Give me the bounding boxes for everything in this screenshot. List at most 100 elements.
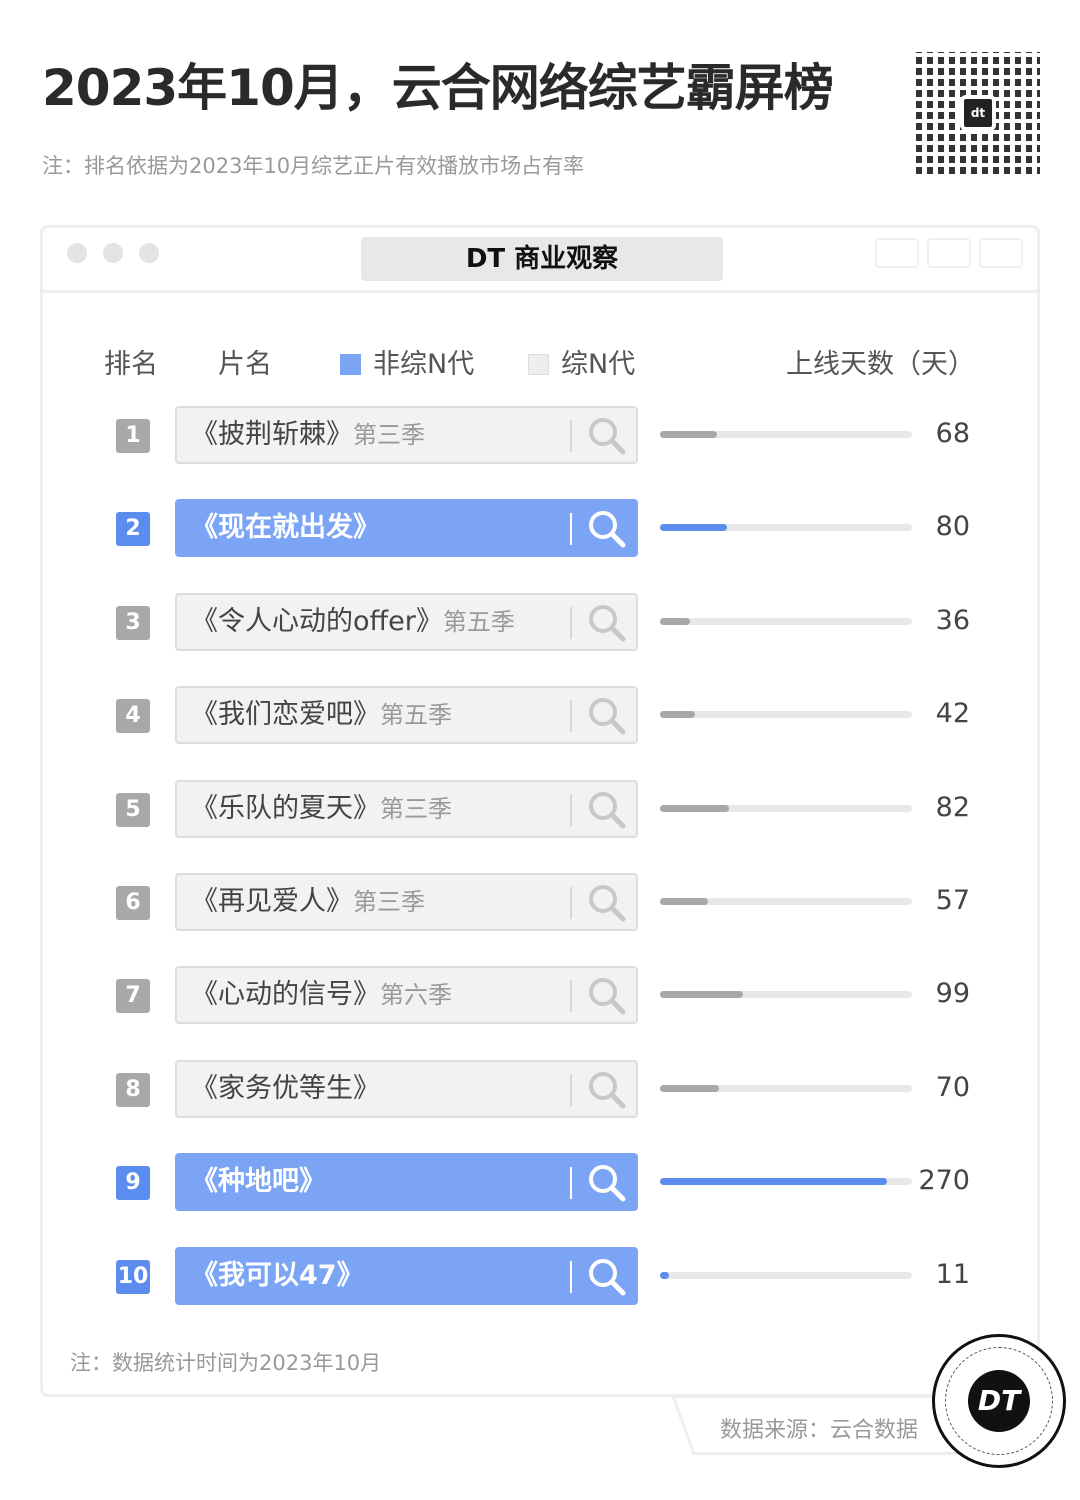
search-icon [589,978,626,1015]
bar-track [660,1271,912,1279]
title-box[interactable]: 《现在就出发》 [175,499,638,558]
source-text: 数据来源：云合数据 [720,1418,919,1443]
season-label: 第五季 [442,607,515,636]
header-days: 上线天数（天） [786,349,975,380]
days-value: 99 [935,978,970,1010]
table-row: 6 《再见爱人》第三季 57 [0,873,1080,933]
brand-label: DT 商业观察 [361,237,723,281]
bar [660,991,744,999]
legend-non-n: 非综N代 [340,342,474,381]
window-titlebar: DT 商业观察 [43,228,1037,293]
title-box[interactable]: 《家务优等生》 [175,1059,638,1118]
show-title: 《披荆斩棘》 [191,419,353,450]
show-title: 《再见爱人》 [191,886,353,917]
show-title: 《心动的信号》 [191,979,380,1011]
close-icon [67,243,87,263]
title-box[interactable]: 《我们恋爱吧》第五季 [175,686,638,745]
title-box[interactable]: 《令人心动的offer》第五季 [175,592,638,651]
days-value: 57 [935,885,970,916]
bar [660,1271,670,1279]
rank-badge: 3 [116,605,150,640]
season-label: 第三季 [353,888,425,916]
show-title: 《家务优等生》 [191,1072,380,1104]
bar [660,524,728,532]
table-row: 1 《披荆斩棘》第三季 68 [0,406,1080,466]
bar-track [660,898,912,905]
days-value: 11 [935,1258,970,1290]
search-icon [589,1071,626,1109]
show-title: 《我可以47》 [191,1259,364,1291]
bar-track [660,617,912,625]
maximize-icon [139,243,159,263]
table-row: 8 《家务优等生》 70 [0,1059,1080,1120]
rank-badge: 8 [116,1072,150,1107]
days-value: 36 [935,604,970,636]
title-box[interactable]: 《披荆斩棘》第三季 [175,406,638,464]
title-box[interactable]: 《再见爱人》第三季 [175,873,638,931]
rank-badge: 10 [116,1259,150,1294]
season-label: 第三季 [380,794,452,823]
qr-logo: dt [960,95,996,131]
search-icon [589,791,626,829]
header-rank: 排名 [104,349,158,380]
bar-track [660,711,912,719]
rank-badge: 1 [116,419,150,453]
days-value: 82 [935,791,970,823]
footnote: 注：数据统计时间为2023年10月 [70,1351,382,1375]
bar [660,804,729,812]
bar-track [660,1084,912,1092]
table-row: 5 《乐队的夏天》第三季 82 [0,779,1080,840]
dt-logo: DT [932,1334,1066,1468]
table-row: 3 《令人心动的offer》第五季 36 [0,592,1080,653]
days-value: 80 [935,511,970,543]
search-icon [589,1165,626,1202]
rank-badge: 6 [116,886,150,920]
table-row: 9 《种地吧》 270 [0,1153,1080,1213]
legend-n: 综N代 [528,342,635,381]
days-value: 270 [918,1165,970,1197]
days-value: 68 [935,418,970,449]
rank-badge: 9 [116,1166,150,1201]
table-row: 7 《心动的信号》第六季 99 [0,966,1080,1026]
search-icon [589,418,626,455]
season-label: 第三季 [353,421,425,449]
subtitle: 注：排名依据为2023年10月综艺正片有效播放市场占有率 [42,154,585,178]
search-icon [589,885,626,922]
rank-badge: 2 [116,512,150,547]
title-box[interactable]: 《种地吧》 [175,1153,638,1212]
share-icon [927,238,971,268]
search-icon [589,604,626,642]
season-label: 第六季 [380,981,452,1010]
bar-track [660,991,912,999]
days-value: 70 [935,1071,970,1103]
bar-track [660,431,912,438]
table-row: 4 《我们恋爱吧》第五季 42 [0,686,1080,746]
page-title: 2023年10月，云合网络综艺霸屏榜 [42,59,834,117]
bar-track [660,804,912,812]
title-box[interactable]: 《心动的信号》第六季 [175,966,638,1025]
bar-track [660,524,912,532]
days-value: 42 [935,698,970,730]
show-title: 《我们恋爱吧》 [191,699,380,731]
rank-badge: 4 [116,699,150,734]
legend-label: 非综N代 [373,349,475,380]
bar [660,1178,887,1186]
show-title: 《令人心动的offer》 [191,605,443,637]
table-row: 10 《我可以47》 11 [0,1246,1080,1307]
bar [660,617,691,625]
bar [660,431,718,438]
bar [660,898,708,905]
legend-label: 综N代 [561,349,636,380]
header-name: 片名 [218,349,272,380]
season-label: 第五季 [380,701,452,730]
search-icon [589,1258,626,1296]
search-icon [589,511,626,548]
show-title: 《乐队的夏天》 [191,792,380,824]
minimize-icon [103,243,123,263]
show-title: 《种地吧》 [191,1166,326,1198]
show-title: 《现在就出发》 [191,512,380,544]
bar-track [660,1178,912,1186]
rank-badge: 7 [116,979,150,1014]
title-box[interactable]: 《我可以47》 [175,1246,638,1305]
title-box[interactable]: 《乐队的夏天》第三季 [175,779,638,838]
